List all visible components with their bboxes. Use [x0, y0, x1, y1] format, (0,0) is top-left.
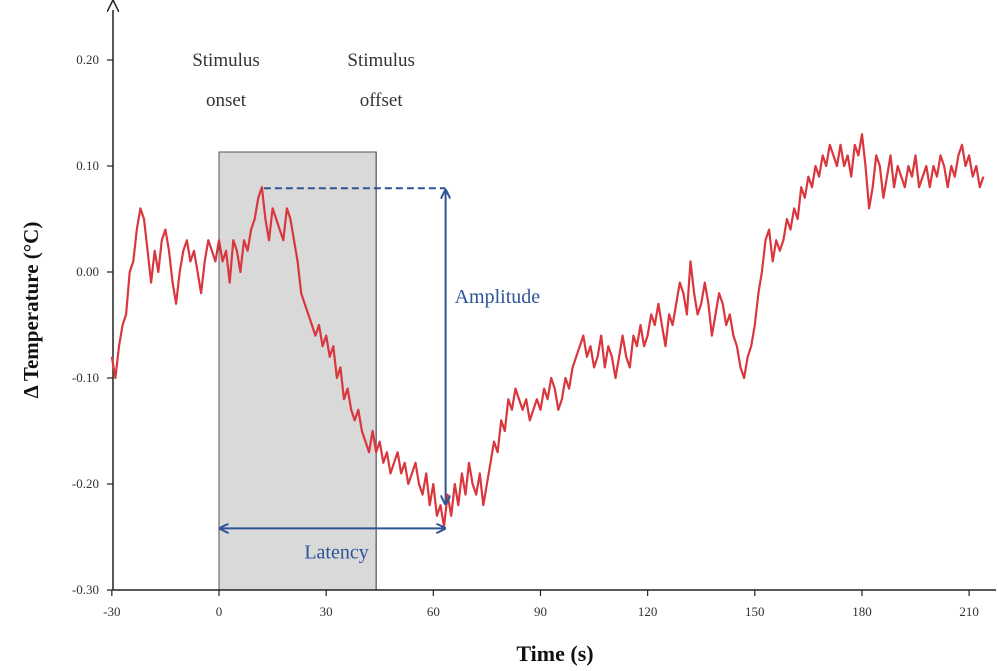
x-axis-title: Time (s) — [516, 641, 593, 666]
y-axis-title: Δ Temperature (°C) — [19, 222, 43, 399]
y-tick-label: 0.00 — [76, 264, 99, 279]
stimulus-onset-label-line1: Stimulus — [192, 50, 260, 71]
amplitude-label: Amplitude — [455, 286, 541, 308]
y-tick-label: 0.10 — [76, 158, 99, 173]
x-tick-label: 180 — [852, 604, 872, 619]
x-tick-label: 150 — [745, 604, 765, 619]
y-tick-label: -0.20 — [72, 476, 99, 491]
y-tick-label: -0.10 — [72, 370, 99, 385]
y-tick-label: 0.20 — [76, 52, 99, 67]
x-tick-label: 0 — [216, 604, 223, 619]
stimulus-offset-label-line1: Stimulus — [347, 50, 415, 71]
latency-label: Latency — [304, 541, 368, 563]
stimulus-onset-label-line2: onset — [206, 90, 247, 111]
x-tick-label: -30 — [103, 604, 120, 619]
x-tick-label: 30 — [320, 604, 333, 619]
temperature-series-line — [110, 133, 985, 528]
x-tick-label: 210 — [959, 604, 979, 619]
stimulus-region — [218, 151, 377, 591]
x-tick-label: 120 — [638, 604, 658, 619]
stimulus-offset-label-line2: offset — [360, 90, 404, 111]
y-tick-label: -0.30 — [72, 582, 99, 597]
x-tick-label: 90 — [534, 604, 547, 619]
x-tick-label: 60 — [427, 604, 440, 619]
